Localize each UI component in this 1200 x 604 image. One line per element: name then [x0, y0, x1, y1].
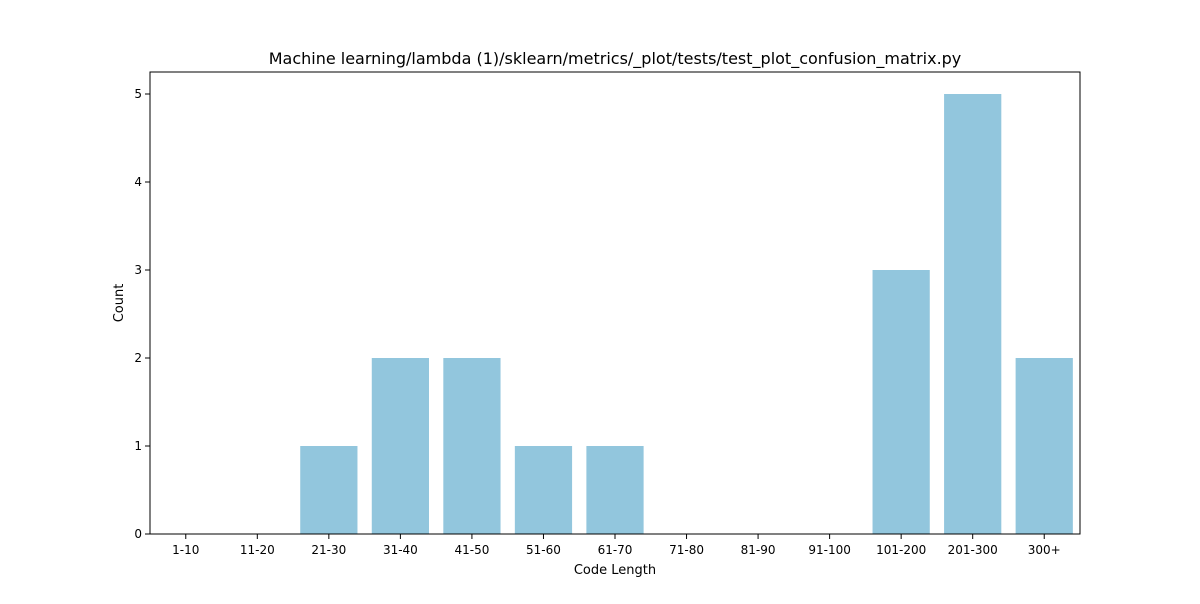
y-tick-label: 4 [134, 175, 142, 189]
bar-201-300 [944, 94, 1002, 534]
x-tick-label: 31-40 [383, 543, 418, 557]
x-tick-label: 81-90 [741, 543, 776, 557]
x-axis-ticks: 1-10 11-20 21-30 31-40 41-50 51-60 61-70 71-80 8… [172, 534, 1061, 557]
bar-31-40 [371, 358, 429, 534]
x-tick-label: 201-300 [948, 543, 998, 557]
x-tick-label: 300+ [1028, 543, 1061, 557]
y-tick-label: 0 [134, 527, 142, 541]
x-tick-label: 51-60 [526, 543, 561, 557]
y-axis-ticks: 0 1 2 3 4 5 [134, 87, 150, 541]
y-tick-label: 2 [134, 351, 142, 365]
y-tick-label: 5 [134, 87, 142, 101]
bars-group [300, 94, 1073, 534]
bar-51-60 [514, 446, 573, 534]
bar-21-30 [300, 446, 358, 534]
x-tick-label: 41-50 [454, 543, 489, 557]
x-axis-label: Code Length [574, 563, 656, 578]
chart-title: Machine learning/lambda (1)/sklearn/metr… [269, 49, 962, 69]
x-tick-label: 71-80 [669, 543, 704, 557]
bar-101-200 [872, 270, 930, 534]
y-axis-label: Count [112, 284, 127, 323]
bar-61-70 [586, 446, 644, 534]
x-tick-label: 1-10 [172, 543, 199, 557]
y-tick-label: 3 [134, 263, 142, 277]
x-tick-label: 21-30 [311, 543, 346, 557]
x-tick-label: 101-200 [876, 543, 926, 557]
x-tick-label: 11-20 [240, 543, 275, 557]
x-tick-label: 91-100 [808, 543, 851, 557]
x-tick-label: 61-70 [598, 543, 633, 557]
y-tick-label: 1 [134, 439, 142, 453]
bar-300+ [1015, 358, 1073, 534]
bar-41-50 [443, 358, 501, 534]
